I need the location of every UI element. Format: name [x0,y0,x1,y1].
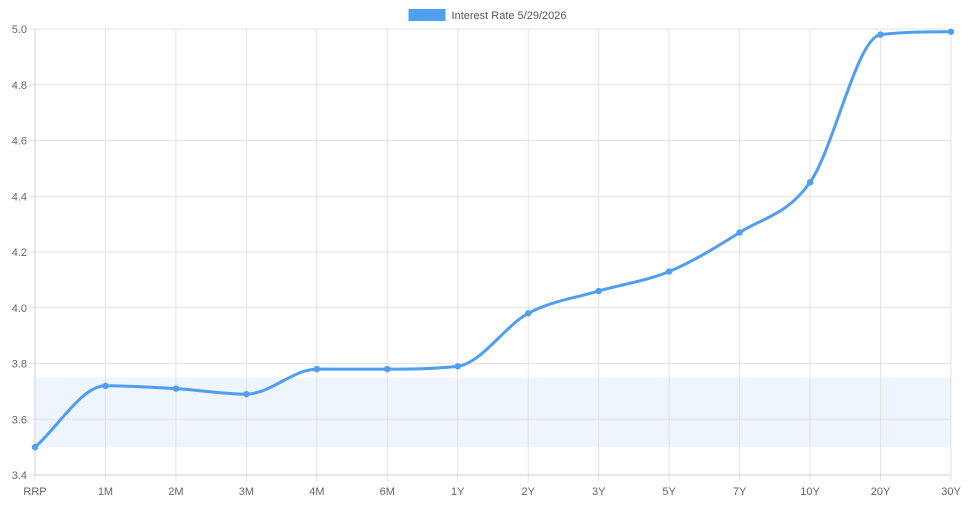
data-point[interactable] [947,28,955,35]
y-tick-label: 3.4 [12,470,27,482]
data-point[interactable] [525,310,532,317]
data-point[interactable] [384,365,391,373]
x-tick-label: 3M [239,486,254,498]
x-tick-label: 4M [309,486,324,498]
legend-swatch[interactable] [408,9,446,21]
y-tick-label: 4.0 [12,303,27,315]
legend-label[interactable]: Interest Rate 5/29/2026 [452,10,567,22]
data-point[interactable] [736,229,743,236]
data-point[interactable] [102,382,109,389]
x-tick-label: 7Y [733,486,747,498]
series-line [33,30,953,449]
axes [34,29,951,476]
y-tick-label: 5.0 [12,24,27,36]
data-point[interactable] [877,31,884,38]
data-point[interactable] [806,179,814,186]
x-tick-label: 30Y [941,486,961,498]
x-tick-label: RRP [23,486,46,498]
series-points [31,28,955,451]
data-point[interactable] [665,268,673,275]
x-tick-label: 2M [168,486,183,498]
y-axis-ticks: 3.4 3.6 3.8 4.0 4.2 4.4 4.6 4.8 5.0 [12,24,27,482]
y-tick-label: 4.2 [12,247,27,259]
y-tick-label: 4.8 [12,80,27,92]
x-tick-label: 6M [380,486,395,498]
data-point[interactable] [172,385,180,392]
data-point[interactable] [313,365,321,373]
data-point[interactable] [31,443,39,451]
x-tick-label: 20Y [871,486,891,498]
y-tick-label: 4.4 [12,191,27,203]
y-tick-label: 3.8 [12,359,27,371]
x-tick-label: 5Y [662,486,676,498]
series-line-layer [33,30,953,449]
data-point[interactable] [595,287,602,295]
y-tick-label: 4.6 [12,136,27,148]
data-point[interactable] [454,363,461,370]
x-tick-label: 1Y [451,486,465,498]
legend[interactable]: Interest Rate 5/29/2026 [408,9,567,22]
x-tick-label: 1M [98,486,113,498]
x-axis-ticks: RRP 1M 2M 3M 4M 6M 1Y 2Y 3Y 5Y 7Y 10Y 20Y 30Y [23,486,961,498]
data-point[interactable] [243,390,250,398]
x-tick-label: 2Y [521,486,535,498]
y-tick-label: 3.6 [12,414,27,426]
x-tick-label: 10Y [800,486,820,498]
x-tick-label: 3Y [592,486,606,498]
